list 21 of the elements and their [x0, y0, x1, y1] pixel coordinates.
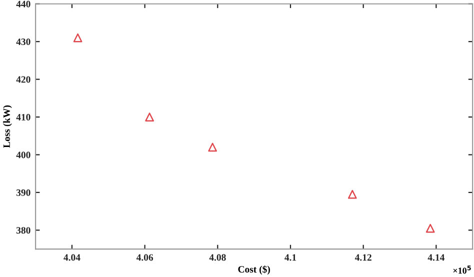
x-tick-label: 4.08	[209, 254, 226, 261]
y-axis-title: Loss (kW)	[3, 105, 12, 148]
x-tick-label: 4.14	[428, 254, 444, 261]
y-tick-label: 430	[16, 38, 30, 46]
y-tick-label: 380	[16, 227, 30, 234]
point	[145, 112, 154, 122]
point	[208, 142, 217, 152]
y-tick-label: 400	[16, 152, 30, 158]
point	[73, 33, 82, 42]
x-tick-label: 4.1	[284, 254, 296, 261]
text: ×10$^{5}$	[453, 266, 471, 274]
x-tick-label: 4.12	[354, 254, 372, 261]
y-tick-label: 410	[16, 114, 30, 120]
x-axis-title: Cost ($)	[238, 265, 270, 275]
point	[426, 224, 435, 233]
y-tick-label: 390	[16, 189, 30, 196]
point	[348, 190, 357, 199]
y-tick-label: 440	[16, 0, 30, 8]
x-tick-label: 4.06	[136, 254, 154, 261]
x-tick-label: 4.04	[64, 254, 80, 261]
y-tick-label: 420	[16, 76, 30, 83]
